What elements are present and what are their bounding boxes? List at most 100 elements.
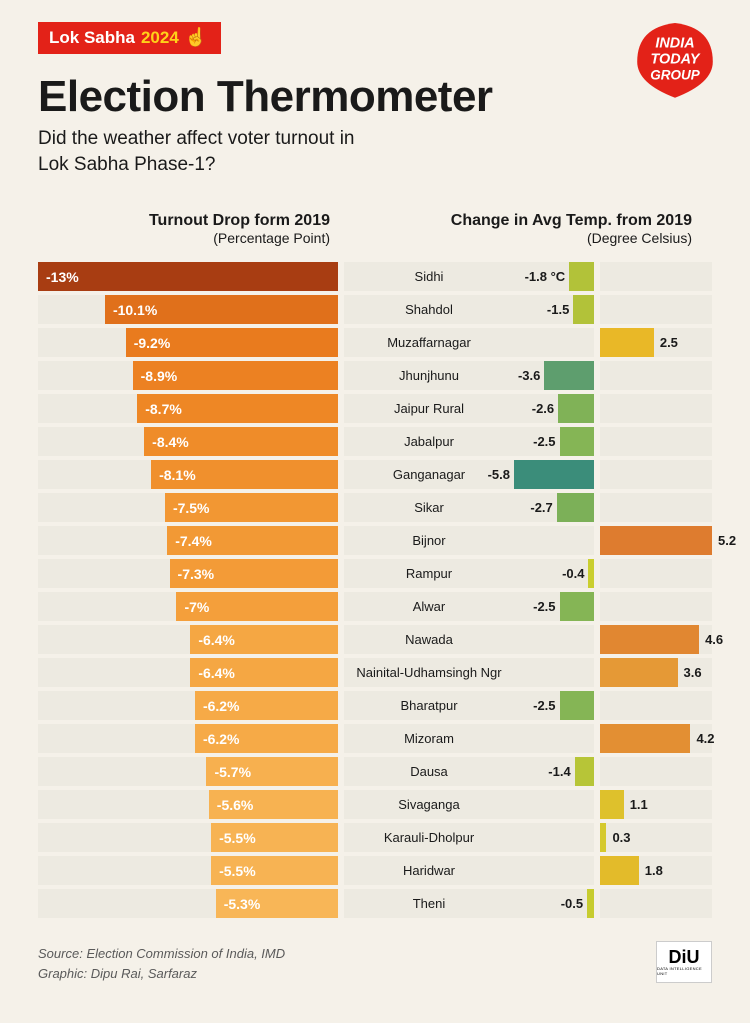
turnout-bar: -5.5% [211,856,338,885]
temp-label: 1.8 [645,856,663,885]
turnout-label: -13% [38,269,79,285]
temp-bar [600,625,699,654]
temp-label: 5.2 [718,526,736,555]
chart-row: -6.2% Bharatpur -2.5 [38,691,712,720]
turnout-cell: -5.5% [38,856,338,885]
temp-label: -5.8 [488,460,510,489]
lok-sabha-badge: Lok Sabha 2024 [38,22,221,54]
chart-row: -7.5%Sikar-2.7 [38,493,712,522]
turnout-bar: -13% [38,262,338,291]
temp-cell: 1.1 [514,790,712,819]
temp-cell: -1.8 °C [514,262,712,291]
chart-row: -8.9%Jhunjhunu-3.6 [38,361,712,390]
turnout-label: -5.7% [206,764,251,780]
chart-row: -5.5%Karauli-Dholpur0.3 [38,823,712,852]
turnout-cell: -6.2% [38,724,338,753]
constituency-name: Bharatpur [344,691,514,720]
temp-label: -3.6 [518,361,540,390]
temp-bar [600,724,690,753]
temp-label: -2.5 [533,592,555,621]
chart-row: -6.2%Mizoram4.2 [38,724,712,753]
constituency-name: Jabalpur [344,427,514,456]
chart-row: -7.3%Rampur-0.4 [38,559,712,588]
right-column-header: Change in Avg Temp. from 2019 (Degree Ce… [338,212,712,246]
constituency-name: Shahdol [344,295,514,324]
temp-label: 1.1 [630,790,648,819]
turnout-bar: -8.4% [144,427,338,456]
temp-cell: -2.5 [514,592,712,621]
constituency-name: Theni [344,889,514,918]
temp-label: 3.6 [684,658,702,687]
turnout-bar: -8.1% [151,460,338,489]
chart-row: -5.6%Sivaganga1.1 [38,790,712,819]
logo-line1: INDIA [655,35,694,51]
turnout-cell: -7% [38,592,338,621]
column-headers: Turnout Drop form 2019 (Percentage Point… [38,212,712,246]
temp-label: -1.4 [548,757,570,786]
temp-cell: -3.6 [514,361,712,390]
temp-label: -1.8 °C [525,262,566,291]
turnout-bar: -8.9% [133,361,338,390]
temp-label: 0.3 [612,823,630,852]
chart-area: Turnout Drop form 2019 (Percentage Point… [38,212,712,922]
turnout-cell: -10.1% [38,295,338,324]
footer: Source: Election Commission of India, IM… [38,941,712,983]
india-today-logo: INDIA TODAY GROUP [630,18,720,100]
chart-row: -7%Alwar-2.5 [38,592,712,621]
temp-bar [569,262,594,291]
turnout-label: -6.2% [195,698,240,714]
turnout-label: -6.2% [195,731,240,747]
temp-bar [560,427,594,456]
constituency-name: Nainital-Udhamsingh Ngr [344,658,514,687]
temp-label: -2.7 [530,493,552,522]
temp-cell: 5.2 [514,526,712,555]
temp-bar [560,592,594,621]
temp-label: 4.6 [705,625,723,654]
chart-row: -5.7%Dausa-1.4 [38,757,712,786]
temp-label: -0.4 [562,559,584,588]
temp-label: -2.5 [533,427,555,456]
temp-cell: 2.5 [514,328,712,357]
temp-bar [587,889,594,918]
turnout-bar: -9.2% [126,328,338,357]
turnout-cell: -6.2% [38,691,338,720]
turnout-cell: -8.9% [38,361,338,390]
turnout-bar: -7.5% [165,493,338,522]
temp-label: -1.5 [547,295,569,324]
constituency-name: Sidhi [344,262,514,291]
temp-cell: -0.5 [514,889,712,918]
chart-row: -7.4%Bijnor5.2 [38,526,712,555]
temp-label: -2.5 [533,691,555,720]
temp-bar [600,790,624,819]
turnout-bar: -6.2% [195,691,338,720]
constituency-name: Bijnor [344,526,514,555]
chart-row: -5.3% Theni-0.5 [38,889,712,918]
turnout-cell: -13% [38,262,338,291]
turnout-bar: -10.1% [105,295,338,324]
temp-cell: -2.5 [514,427,712,456]
temp-bar [600,856,639,885]
temp-cell: 4.6 [514,625,712,654]
turnout-cell: -8.4% [38,427,338,456]
pointer-icon [185,27,207,49]
temp-bar [600,328,654,357]
turnout-label: -5.3% [216,896,261,912]
temp-bar [514,460,594,489]
turnout-bar: -5.3% [216,889,338,918]
turnout-label: -7.5% [165,500,210,516]
title-block: Election Thermometer Did the weather aff… [38,72,493,177]
turnout-bar: -5.6% [209,790,338,819]
chart-row: -6.4%Nawada4.6 [38,625,712,654]
constituency-name: Haridwar [344,856,514,885]
turnout-bar: -5.5% [211,823,338,852]
constituency-name: Jhunjhunu [344,361,514,390]
turnout-cell: -7.4% [38,526,338,555]
badge-year: 2024 [141,28,179,48]
turnout-label: -6.4% [190,665,235,681]
chart-row: -6.4% Nainital-Udhamsingh Ngr 3.6 [38,658,712,687]
chart-row: -8.1%Ganganagar-5.8 [38,460,712,489]
turnout-label: -5.5% [211,863,256,879]
temp-cell: -1.5 [514,295,712,324]
temp-cell: -1.4 [514,757,712,786]
chart-row: -9.2%Muzaffarnagar2.5 [38,328,712,357]
